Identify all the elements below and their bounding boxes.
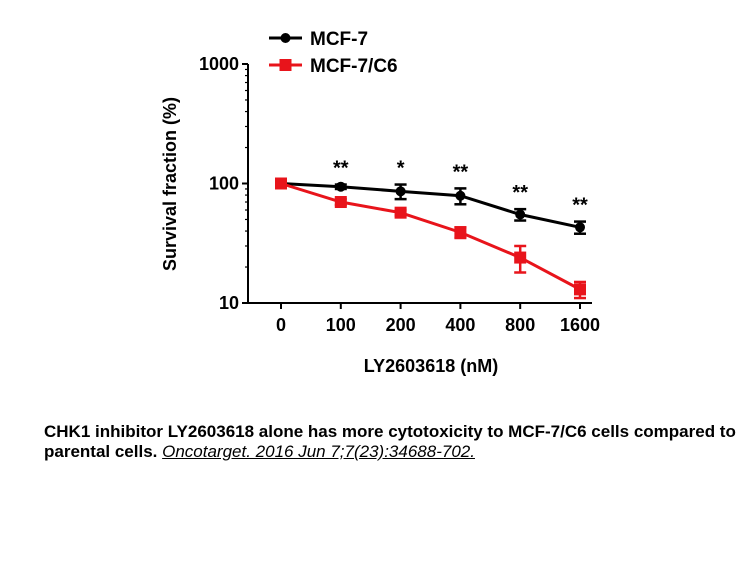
- data-point: [574, 283, 586, 296]
- data-point: [335, 181, 346, 192]
- figure-caption: CHK1 inhibitor LY2603618 alone has more …: [44, 422, 744, 462]
- data-point: [279, 59, 292, 71]
- legend-item: MCF-7: [269, 29, 368, 50]
- x-tick-label: 400: [445, 315, 475, 335]
- significance-annotation: **: [572, 195, 588, 217]
- significance-annotation: *: [397, 158, 405, 180]
- data-point: [514, 251, 527, 264]
- y-axis-label: Survival fraction (%): [160, 97, 180, 271]
- x-tick-label: 0: [276, 315, 286, 335]
- legend-label: MCF-7/C6: [310, 56, 398, 77]
- caption-citation[interactable]: Oncotarget. 2016 Jun 7;7(23):34688-702.: [162, 442, 475, 461]
- x-tick-label: 100: [326, 315, 356, 335]
- x-axis-label: LY2603618 (nM): [364, 356, 498, 376]
- series-line: [280, 182, 581, 229]
- data-point: [454, 226, 467, 239]
- caption-text: CHK1 inhibitor LY2603618 alone has more …: [44, 422, 736, 461]
- y-axis: 10 100 1000: [199, 54, 249, 313]
- y-tick-label: 10: [219, 293, 239, 313]
- x-tick-label: 800: [505, 315, 535, 335]
- legend-item: MCF-7/C6: [269, 56, 398, 77]
- data-point: [275, 177, 287, 190]
- significance-annotation: **: [453, 161, 469, 183]
- data-point: [394, 206, 407, 219]
- data-point: [455, 190, 466, 201]
- significance-annotation: **: [512, 182, 528, 204]
- series-line: [280, 182, 581, 291]
- data-point: [575, 222, 585, 233]
- x-axis: 0 100 200 400 800 1600: [248, 302, 600, 335]
- y-tick-label: 1000: [199, 54, 239, 74]
- data-point: [515, 209, 526, 220]
- data-point: [280, 33, 291, 43]
- data-point: [395, 186, 406, 197]
- legend-label: MCF-7: [310, 29, 368, 50]
- y-tick-label: 100: [209, 174, 239, 194]
- series-mcf-7: [275, 178, 586, 235]
- data-point: [334, 196, 347, 209]
- significance-annotation: **: [333, 158, 349, 180]
- x-tick-label: 200: [386, 315, 416, 335]
- series-mcf-7-c6: [275, 177, 586, 300]
- plot-area: ** * ******: [275, 158, 588, 300]
- x-tick-label: 1600: [560, 315, 600, 335]
- chart-legend: MCF-7 MCF-7/C6: [269, 29, 398, 77]
